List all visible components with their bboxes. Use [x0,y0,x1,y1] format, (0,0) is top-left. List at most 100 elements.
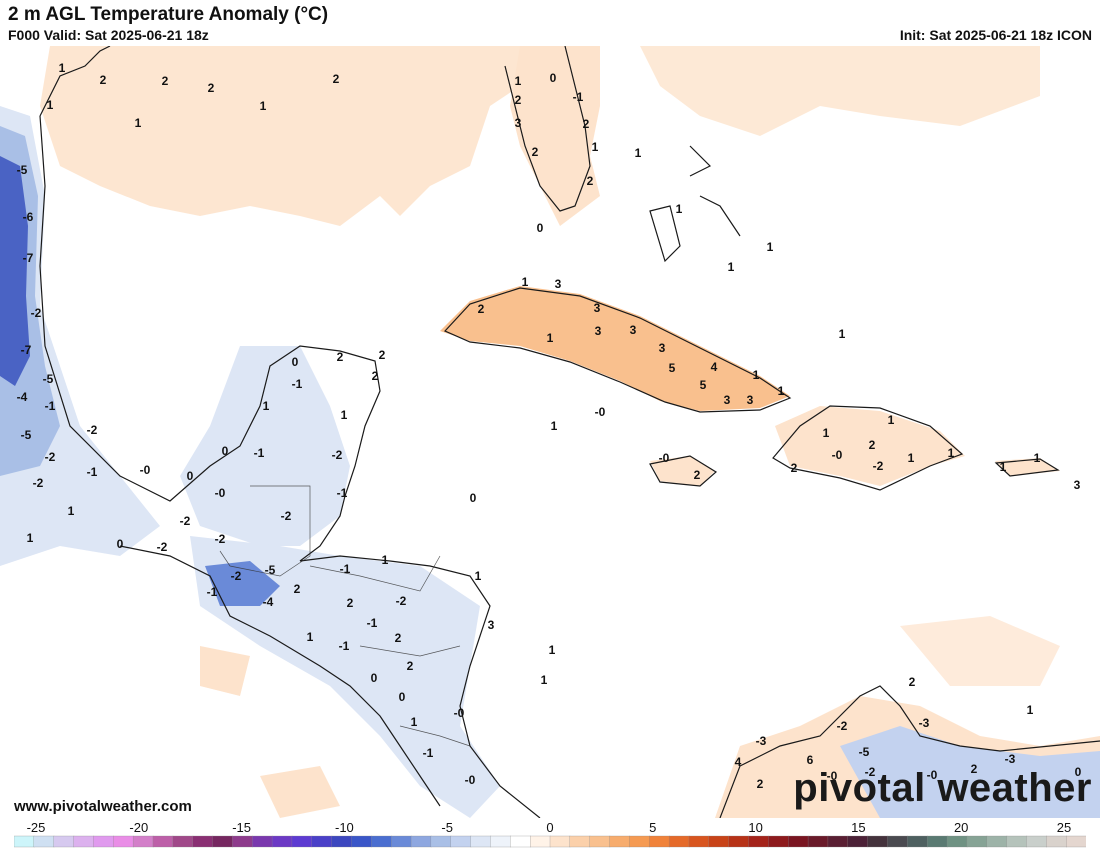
honduras-border [309,555,441,592]
anomaly-value-label: 2 [294,582,301,596]
colorbar-swatch [668,835,690,848]
anomaly-value-label: 2 [372,369,379,383]
anomaly-value-label: 1 [1034,451,1041,465]
anomaly-value-label: 2 [869,438,876,452]
cool-region-yucatan [180,346,350,546]
anomaly-value-label: 0 [1075,765,1082,779]
anomaly-map: 1 2 2 2 1 2 1 1 0 1 2 -1 3 2 1 2 1 2 0 1 -5 -6 -7 -2 -7 -5 -4 -1 -5-… [0,46,1100,818]
anomaly-value-label: 1 [948,446,955,460]
anomaly-value-label: -2 [396,594,407,608]
anomaly-value-label: 0 [550,71,557,85]
brand-logo: pivotal weather [793,766,1092,810]
warm-region-florida [510,46,600,226]
anomaly-value-label: 0 [537,221,544,235]
anomaly-value-label: 1 [549,643,556,657]
anomaly-value-label: 3 [515,116,522,130]
anomaly-value-label: -2 [33,476,44,490]
anomaly-value-label: 1 [59,61,66,75]
anomaly-value-label: 1 [547,331,554,345]
anomaly-value-label: 3 [594,301,601,315]
anomaly-value-label: -1 [292,377,303,391]
anomaly-value-label: 0 [117,537,124,551]
anomaly-value-label: 2 [694,468,701,482]
anomaly-value-label: -2 [157,540,168,554]
colorbar-swatch [252,835,273,848]
colorbar-swatch [629,835,650,848]
anomaly-value-label: -1 [45,399,56,413]
anomaly-value-label: -1 [254,446,265,460]
anomaly-value-label: 2 [971,762,978,776]
anomaly-value-label: -2 [865,765,876,779]
anomaly-value-label: -4 [263,595,274,609]
anomaly-value-label: -0 [832,448,843,462]
warm-region-hispaniola [775,406,965,486]
init-time: Init: Sat 2025-06-21 18z ICON [899,27,1092,43]
warm-patch-east-pacific [260,766,340,818]
anomaly-value-label: 2 [333,72,340,86]
colorbar-swatch [351,835,372,848]
anomaly-value-label: 1 [135,116,142,130]
colorbar-tick-label: 15 [851,820,865,835]
anomaly-value-label: -5 [265,563,276,577]
cuba-coastline [443,287,792,413]
colorbar-swatch [946,835,968,848]
anomaly-value-label: 1 [1000,460,1007,474]
anomaly-value-label: 1 [260,99,267,113]
colorbar-swatch [649,835,670,848]
colorbar-swatch [73,835,95,848]
anomaly-value-label: 1 [47,98,54,112]
anomaly-value-label: 3 [747,393,754,407]
colorbar-swatch [748,835,770,848]
colorbar-swatch [887,835,908,848]
colorbar-tick-label: 5 [649,820,656,835]
anomaly-value-label: -3 [756,734,767,748]
colorbar-tick-label: 0 [546,820,553,835]
anomaly-value-label: -2 [215,532,226,546]
anomaly-value-label: 1 [823,426,830,440]
anomaly-value-label: 2 [791,461,798,475]
valid-time: F000 Valid: Sat 2025-06-21 18z [8,27,209,43]
anomaly-value-label: -2 [332,448,343,462]
anomaly-value-label: 2 [583,117,590,131]
colorbar-swatch [371,835,392,848]
florida-coastline [504,46,591,212]
anomaly-value-label: 1 [728,260,735,274]
colorbar-swatch [450,835,472,848]
colorbar-swatch [986,835,1008,848]
anomaly-value-label: -2 [180,514,191,528]
coldest-region-mexico [0,156,30,386]
anomaly-value-label: 1 [541,673,548,687]
colorbar-swatch [609,835,631,848]
anomaly-value-label: 2 [337,350,344,364]
anomaly-value-label: 1 [753,368,760,382]
warm-region-us [40,46,520,226]
mexico-east-coastline [39,115,381,562]
anomaly-value-label: 1 [635,146,642,160]
anomaly-value-label: -2 [837,719,848,733]
anomaly-value-label: 1 [411,715,418,729]
colorbar-swatch [728,835,750,848]
anomaly-value-label: 1 [515,74,522,88]
anomaly-value-label: -0 [454,706,465,720]
anomaly-value-label: -0 [659,451,670,465]
anomaly-value-label: -2 [31,306,42,320]
colorbar-swatch [232,835,253,848]
anomaly-value-label: -0 [215,486,226,500]
anomaly-value-label: 5 [669,361,676,375]
anomaly-value-label: -4 [17,390,28,404]
anomaly-value-label: -2 [281,509,292,523]
anomaly-value-label: 1 [778,384,785,398]
colorbar-tick-label: -5 [441,820,453,835]
map-header: 2 m AGL Temperature Anomaly (°C) F000 Va… [0,0,1100,46]
anomaly-value-label: -0 [140,463,151,477]
colorbar-swatch [1026,835,1047,848]
anomaly-value-label: 3 [488,618,495,632]
us-gulf-coastline [39,46,111,117]
cool-region-south-america [840,726,1100,818]
anomaly-value-label: 2 [515,93,522,107]
anomaly-value-label: -5 [43,372,54,386]
colorbar-swatch [152,835,174,848]
colorbar-swatch [807,835,829,848]
colorbar-swatch [867,835,889,848]
